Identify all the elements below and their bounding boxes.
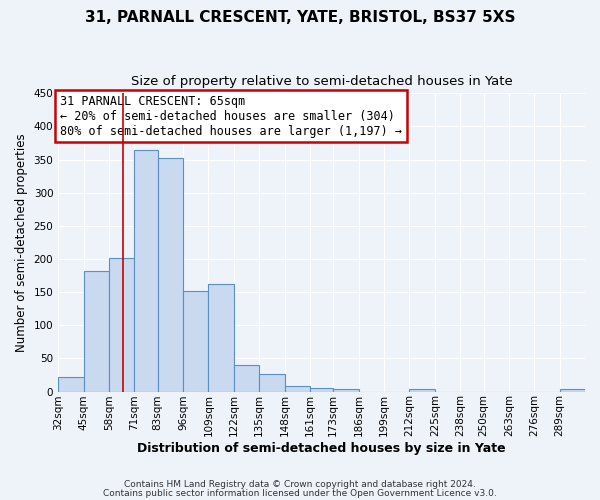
Text: 31 PARNALL CRESCENT: 65sqm
← 20% of semi-detached houses are smaller (304)
80% o: 31 PARNALL CRESCENT: 65sqm ← 20% of semi…	[60, 94, 402, 138]
Text: 31, PARNALL CRESCENT, YATE, BRISTOL, BS37 5XS: 31, PARNALL CRESCENT, YATE, BRISTOL, BS3…	[85, 10, 515, 25]
X-axis label: Distribution of semi-detached houses by size in Yate: Distribution of semi-detached houses by …	[137, 442, 506, 455]
Bar	[134, 150, 158, 392]
Title: Size of property relative to semi-detached houses in Yate: Size of property relative to semi-detach…	[131, 75, 512, 88]
Bar	[259, 374, 284, 392]
Bar	[83, 271, 109, 392]
Bar	[333, 389, 359, 392]
Text: Contains HM Land Registry data © Crown copyright and database right 2024.: Contains HM Land Registry data © Crown c…	[124, 480, 476, 489]
Bar	[58, 377, 83, 392]
Text: Contains public sector information licensed under the Open Government Licence v3: Contains public sector information licen…	[103, 488, 497, 498]
Bar	[284, 386, 310, 392]
Bar	[109, 258, 134, 392]
Bar	[158, 158, 183, 392]
Bar	[208, 284, 234, 392]
Bar	[560, 389, 585, 392]
Bar	[409, 389, 435, 392]
Bar	[310, 388, 333, 392]
Y-axis label: Number of semi-detached properties: Number of semi-detached properties	[15, 133, 28, 352]
Bar	[234, 365, 259, 392]
Bar	[183, 292, 208, 392]
